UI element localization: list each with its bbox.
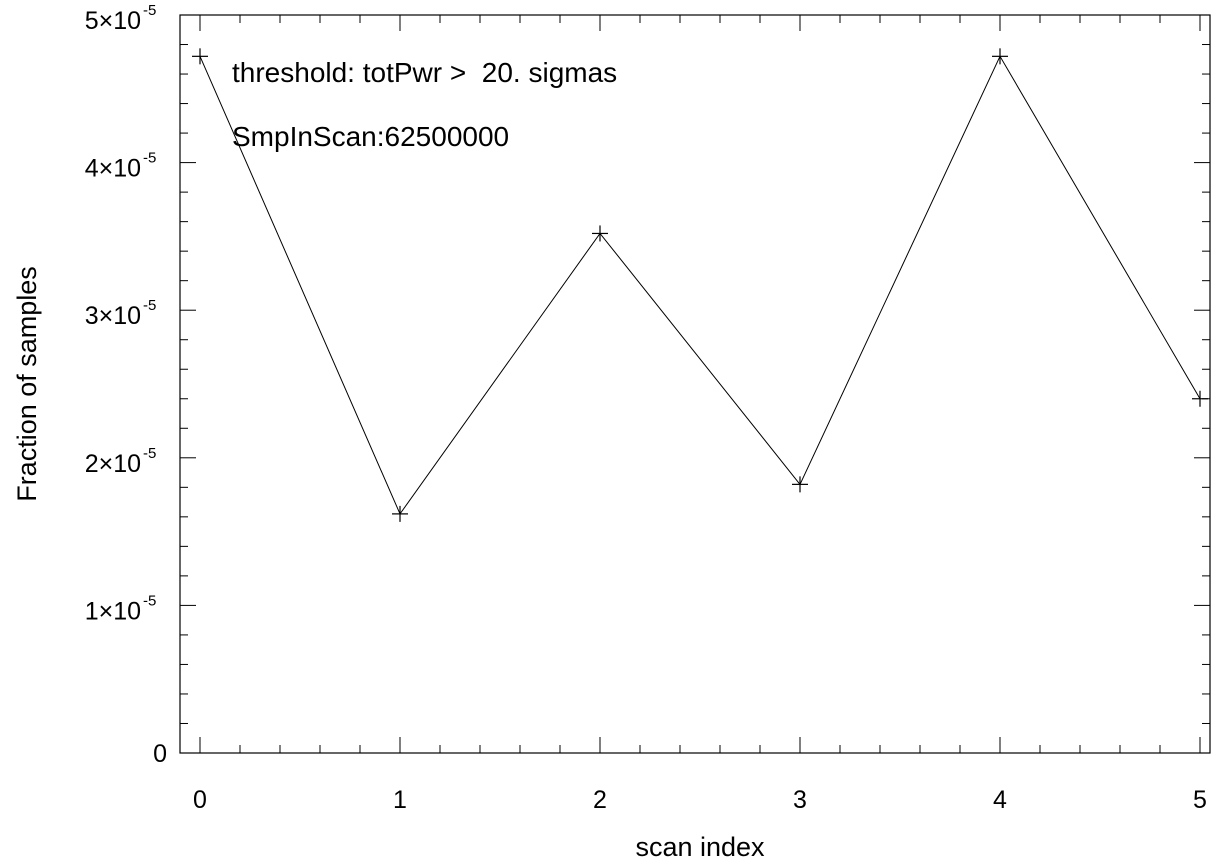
x-tick-label: 5 [1193, 786, 1207, 814]
x-tick-label: 0 [193, 786, 207, 814]
y-tick-exponent: -5 [143, 297, 156, 314]
x-tick-label: 4 [993, 786, 1007, 814]
y-tick-label: 2×10 -5 [85, 445, 157, 478]
series-line [199, 55, 1201, 515]
y-tick-exponent: -5 [143, 592, 156, 609]
y-tick-labels: 01×10 -52×10 -53×10 -54×10 -55×10 -5 [85, 2, 167, 768]
data-point [392, 505, 408, 522]
annotation-samples: SmpInScan:62500000 [232, 121, 509, 152]
y-tick-mantissa: 1×10 [85, 597, 141, 625]
data-point [992, 48, 1008, 65]
ticks [180, 14, 1210, 754]
y-tick-label: 1×10 -5 [85, 592, 157, 625]
annotation-threshold: threshold: totPwr > 20. sigmas [232, 57, 617, 88]
y-tick-label: 3×10 -5 [85, 297, 157, 330]
data-points [192, 48, 1208, 522]
y-tick-exponent: -5 [143, 445, 156, 462]
data-point [792, 476, 808, 493]
y-tick-label: 5×10 -5 [85, 2, 157, 35]
y-tick-mantissa: 3×10 [85, 302, 141, 330]
x-tick-label: 1 [393, 786, 407, 814]
y-tick-mantissa: 5×10 [85, 7, 141, 35]
y-tick-exponent: -5 [143, 2, 156, 19]
y-tick-mantissa: 4×10 [85, 155, 141, 183]
y-tick-label: 4×10 -5 [85, 150, 157, 183]
y-tick-exponent: -5 [143, 150, 156, 167]
y-tick-label: 0 [153, 740, 167, 768]
x-tick-label: 2 [593, 786, 607, 814]
data-point [592, 225, 608, 242]
plot-frame [179, 14, 1211, 754]
x-tick-label: 3 [793, 786, 807, 814]
data-point [1192, 390, 1208, 407]
x-tick-labels: 0 1 2 3 4 5 [193, 786, 1207, 814]
data-point [192, 48, 208, 65]
y-axis-label: Fraction of samples [12, 266, 42, 502]
y-tick-mantissa: 2×10 [85, 450, 141, 478]
x-axis-label: scan index [635, 832, 765, 862]
